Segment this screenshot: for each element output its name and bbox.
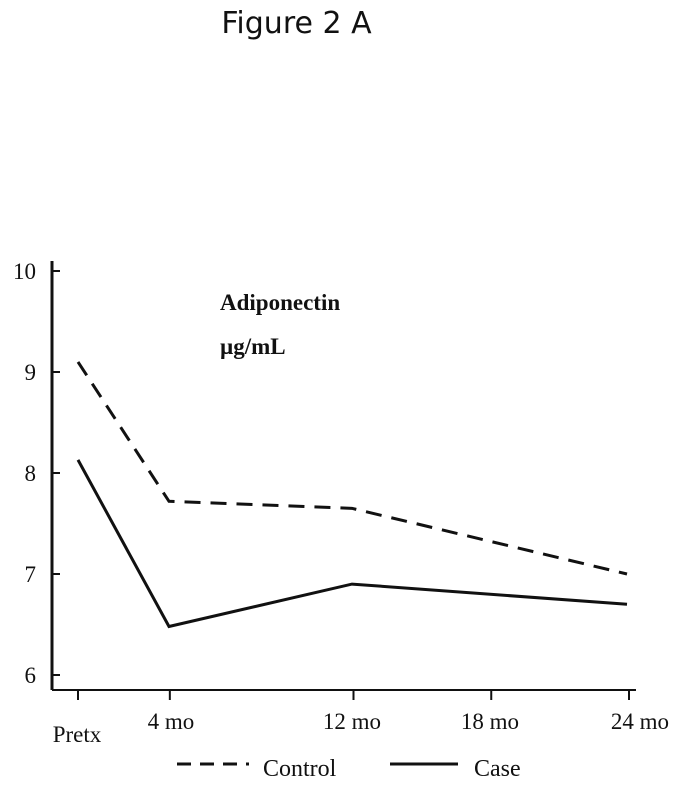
x-axis: Pretx 4 mo 12 mo 18 mo 24 mo (52, 689, 669, 747)
x-tick-label: 12 mo (323, 709, 381, 734)
series-lines (76, 361, 628, 629)
y-tick-label: 8 (25, 461, 37, 486)
x-tick-label: 4 mo (148, 709, 195, 734)
legend-case-label: Case (474, 756, 521, 782)
series-line-control (76, 361, 628, 576)
figure-title: Figure 2 A (221, 6, 372, 41)
y-axis: 6 7 8 9 10 (13, 259, 60, 690)
y-tick-label: 10 (13, 259, 36, 284)
annotation-line-1: Adiponectin (220, 290, 340, 315)
x-tick-label: 24 mo (611, 709, 669, 734)
x-tick-label: Pretx (53, 722, 102, 747)
y-tick-label: 6 (25, 663, 37, 688)
y-tick-label: 9 (25, 360, 37, 385)
series-line-case (76, 459, 628, 629)
chart-annotation: Adiponectin µg/mL (220, 290, 340, 359)
legend-control-label: Control (263, 756, 337, 782)
x-tick-label: 18 mo (461, 709, 519, 734)
legend: Control Case (177, 756, 521, 782)
y-tick-label: 7 (25, 562, 37, 587)
annotation-line-2: µg/mL (220, 334, 286, 359)
